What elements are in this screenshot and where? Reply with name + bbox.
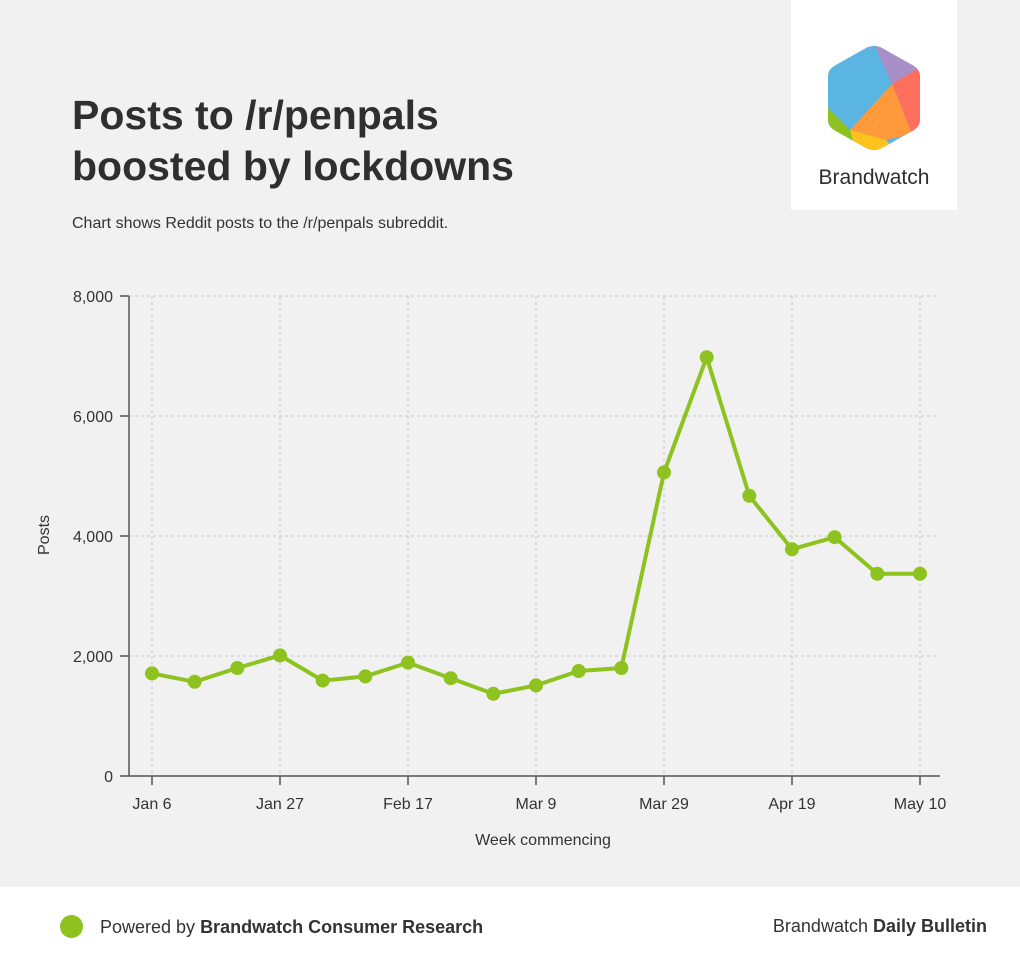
y-tick-label: 8,000 <box>73 289 113 306</box>
data-point <box>870 566 885 581</box>
chart-subtitle: Chart shows Reddit posts to the /r/penpa… <box>72 215 449 232</box>
gridlines <box>129 295 940 776</box>
x-tick-label: May 10 <box>894 796 947 813</box>
brandwatch-logo-text: Brandwatch <box>818 166 930 189</box>
y-tick-label: 6,000 <box>73 409 113 426</box>
footer-publication-name: Daily Bulletin <box>872 916 987 936</box>
footer-powered-by: Powered by Brandwatch Consumer Research <box>100 917 483 938</box>
data-point <box>529 678 543 693</box>
y-axis-label: Posts <box>36 515 53 555</box>
axis-ticks: 0 2,000 4,000 6,000 8,000 Jan 6 Jan 27 Feb 17 Ma… <box>73 289 946 813</box>
footer-bullet-icon <box>60 915 83 938</box>
y-tick-label: 2,000 <box>73 649 113 666</box>
data-point <box>358 669 373 684</box>
data-point <box>742 488 757 503</box>
x-tick-label: Feb 17 <box>383 796 433 813</box>
data-point <box>571 664 586 678</box>
data-point <box>657 465 671 480</box>
brandwatch-logo-card: Brandwatch <box>791 0 957 210</box>
data-point <box>614 661 629 675</box>
x-axis-label: Week commencing <box>475 832 611 849</box>
x-tick-label: Apr 19 <box>768 796 815 813</box>
y-tick-label: 0 <box>104 769 113 786</box>
data-point <box>187 674 202 689</box>
line-chart: 0 2,000 4,000 6,000 8,000 Jan 6 Jan 27 Feb 17 Ma… <box>36 289 946 849</box>
footer-powered-brand: Brandwatch Consumer Research <box>200 917 484 937</box>
x-tick-label: Jan 27 <box>256 796 304 813</box>
x-tick-label: Mar 9 <box>516 796 557 813</box>
footer: Powered by Brandwatch Consumer Research … <box>0 887 1020 963</box>
data-point <box>827 530 842 545</box>
footer-publication-prefix: Brandwatch <box>772 916 873 936</box>
x-tick-label: Mar 29 <box>639 796 689 813</box>
chart-title-line-2: boosted by lockdowns <box>72 143 514 189</box>
x-tick-label: Jan 6 <box>132 796 171 813</box>
data-point <box>145 666 159 681</box>
data-point <box>273 648 287 663</box>
data-point <box>443 671 458 686</box>
data-point <box>315 673 330 688</box>
data-point <box>785 542 799 557</box>
data-point <box>486 686 501 701</box>
footer-publication: Brandwatch Daily Bulletin <box>773 916 987 937</box>
data-point <box>230 661 245 675</box>
data-point <box>913 566 927 581</box>
chart-title: Posts to /r/penpals boosted by lockdowns <box>72 90 514 192</box>
brandwatch-hexagon-icon <box>828 46 920 150</box>
data-point <box>699 350 714 365</box>
y-tick-label: 4,000 <box>73 529 113 546</box>
chart-title-line-1: Posts to /r/penpals <box>72 92 439 138</box>
data-point <box>401 655 415 670</box>
footer-powered-prefix: Powered by <box>100 917 201 937</box>
data-points <box>145 350 927 701</box>
